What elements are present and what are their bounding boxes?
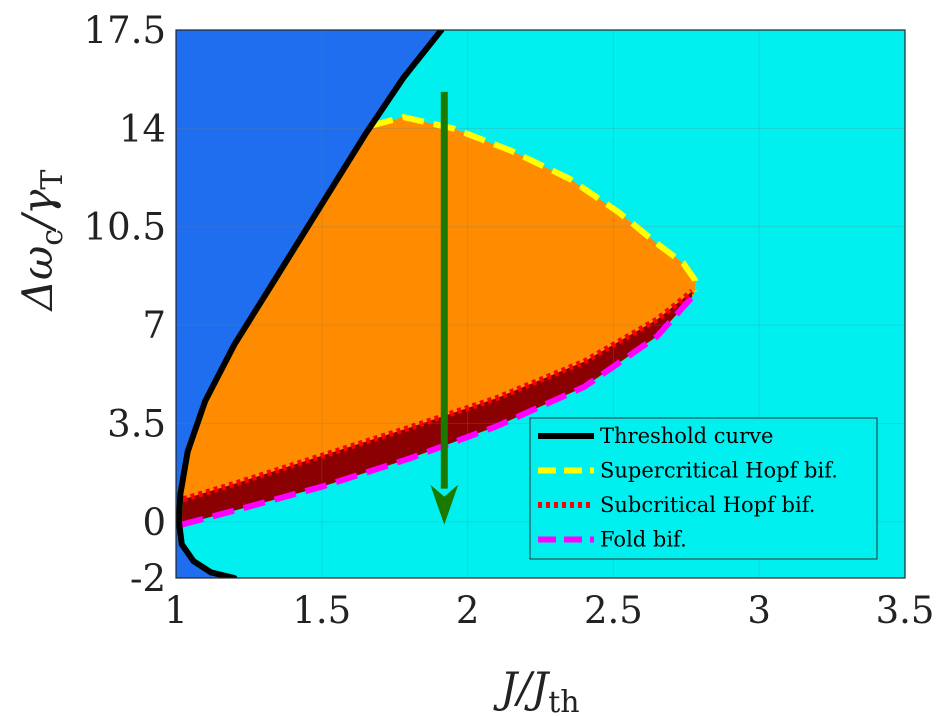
- y-axis-label: Δωc/γT: [13, 170, 70, 313]
- svg-text:Δωc/γT: Δωc/γT: [13, 170, 70, 313]
- y-tick-label-6: 17.5: [84, 9, 166, 52]
- series-supercritical-hopf: [370, 114, 698, 292]
- plot-frame: [175, 29, 906, 579]
- bistable-region: [181, 291, 693, 525]
- y-tick-label-0: -2: [130, 557, 166, 600]
- legend-label-1: Supercritical Hopf bif.: [600, 459, 838, 483]
- y-axis-label-sub2: T: [35, 170, 70, 190]
- x-tick-label-4: 3: [747, 589, 771, 632]
- y-tick-label-4: 10.5: [84, 206, 166, 249]
- svg-text:J/Jth: J/Jth: [492, 663, 579, 717]
- x-tick-label-2: 2: [456, 589, 480, 632]
- legend-label-3: Fold bif.: [600, 528, 687, 552]
- series-fold-bif: [181, 295, 695, 528]
- legend-box: [529, 417, 878, 560]
- x-axis-label-main: J/J: [492, 663, 550, 712]
- x-tick-label-0: 1: [164, 589, 188, 632]
- y-tick-label-3: 7: [142, 304, 166, 347]
- series-subcritical-hopf: [182, 289, 694, 503]
- legend: Threshold curve Supercritical Hopf bif. Su…: [529, 417, 878, 560]
- arrow-head: [430, 484, 459, 525]
- legend-label-0: Threshold curve: [600, 424, 773, 448]
- x-axis-label-sub: th: [548, 685, 579, 717]
- y-axis-label-mid: /γ: [13, 189, 62, 233]
- instability-region: [178, 117, 695, 525]
- y-axis-label-main: Δω: [13, 246, 62, 313]
- x-tick-label-1: 1.5: [292, 589, 351, 632]
- curves: [176, 30, 698, 578]
- y-tick-label-5: 14: [119, 107, 166, 150]
- legend-label-2: Subcritical Hopf bif.: [600, 493, 815, 517]
- series-threshold-curve: [176, 30, 445, 578]
- below-threshold-region: [176, 30, 442, 578]
- x-tick-label-5: 3.5: [876, 589, 935, 632]
- x-axis-label: J/Jth: [492, 663, 579, 717]
- y-axis-label-sub1: c: [35, 229, 70, 246]
- y-tick-label-1: 0: [142, 501, 166, 544]
- y-tick-label-2: 3.5: [107, 402, 166, 445]
- x-tick-label-3: 2.5: [584, 589, 643, 632]
